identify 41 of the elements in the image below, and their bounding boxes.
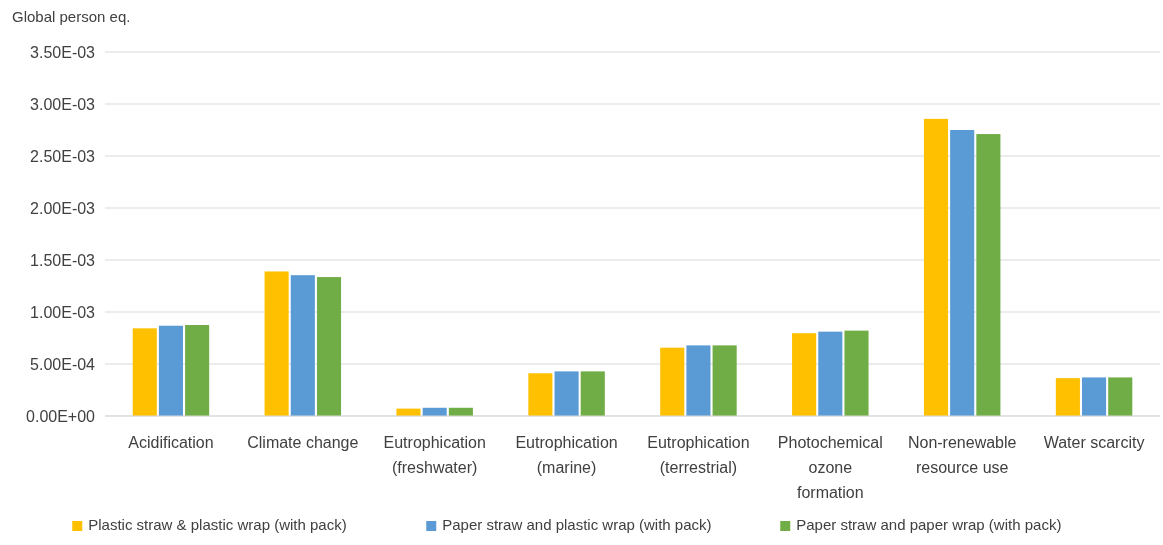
bar: [950, 130, 975, 416]
y-tick-label: 3.00E-03: [30, 95, 96, 113]
bar: [1108, 377, 1133, 416]
bar: [1055, 378, 1080, 416]
bar: [660, 347, 685, 416]
bar: [158, 325, 183, 416]
y-tick-label: 1.50E-03: [30, 251, 96, 269]
x-tick-label: Acidification: [128, 434, 214, 451]
bar: [132, 328, 157, 416]
y-axis-title: Global person eq.: [12, 8, 131, 25]
legend-label: Plastic straw & plastic wrap (with pack): [88, 516, 347, 533]
x-tick-label: Water scarcity: [1043, 434, 1145, 451]
x-tick-label: Photochemical ozone formation: [777, 434, 883, 501]
y-tick-label: 0.00E+00: [26, 407, 96, 425]
y-tick-label: 3.50E-03: [30, 43, 96, 61]
bar: [818, 331, 843, 416]
bar: [686, 345, 711, 416]
bar: [580, 371, 605, 416]
bar: [185, 325, 210, 416]
bar: [316, 277, 342, 416]
x-tick-label: Climate change: [247, 434, 359, 451]
y-tick-label: 2.50E-03: [30, 147, 96, 165]
bar: [290, 275, 315, 416]
bar: [844, 330, 869, 416]
legend-label: Paper straw and paper wrap (with pack): [796, 516, 1062, 533]
bar: [923, 118, 949, 416]
bar: [528, 373, 553, 416]
legend-label: Paper straw and plastic wrap (with pack): [442, 516, 712, 533]
bar: [1082, 377, 1107, 416]
bar: [976, 134, 1001, 416]
y-tick-label: 5.00E-04: [30, 355, 96, 373]
y-tick-label: 2.00E-03: [30, 199, 96, 217]
bar: [554, 371, 579, 416]
y-tick-label: 1.00E-03: [30, 303, 96, 321]
x-tick-label: Eutrophication (terrestrial): [647, 434, 750, 476]
bar: [792, 333, 817, 416]
x-tick-label: Non-renewable resource use: [907, 434, 1017, 476]
bar: [264, 271, 289, 416]
x-tick-label: Eutrophication (freshwater): [383, 434, 486, 476]
bar: [712, 345, 737, 416]
x-tick-label: Eutrophication (marine): [515, 434, 618, 476]
